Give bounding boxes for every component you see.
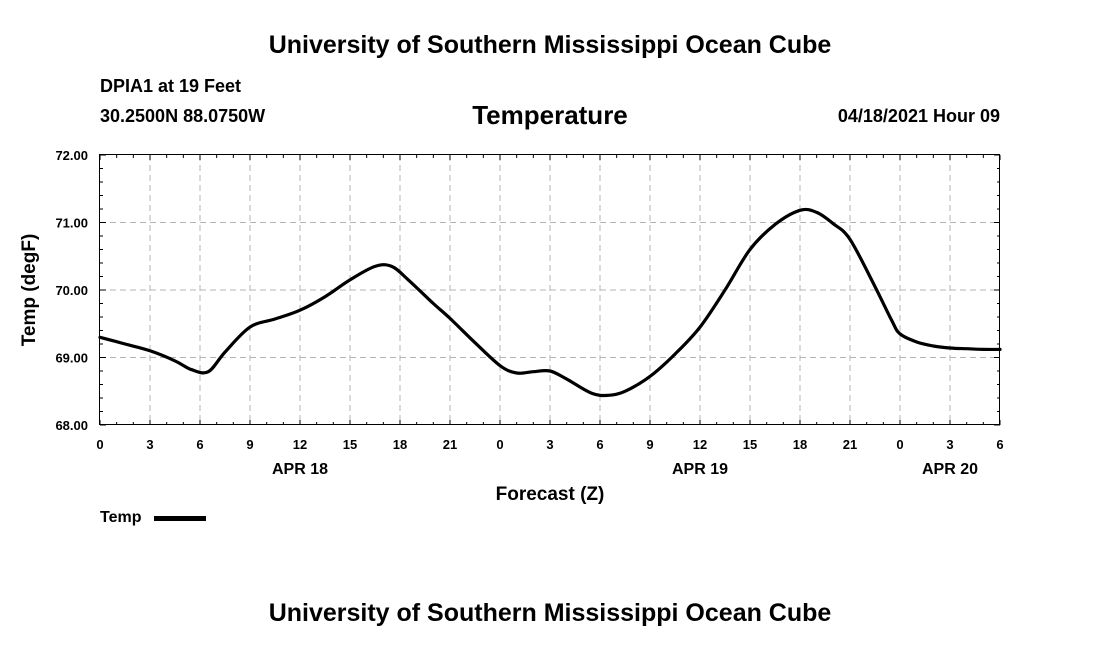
forecast-datetime: 04/18/2021 Hour 09 — [837, 106, 1000, 126]
chart-title: Temperature — [472, 100, 628, 130]
y-tick-label: 71.00 — [55, 216, 88, 231]
day-label: APR 19 — [672, 461, 728, 478]
legend: Temp — [100, 509, 206, 529]
y-tick-label: 70.00 — [55, 283, 88, 298]
x-tick-label: 3 — [946, 437, 953, 452]
x-tick-label: 21 — [843, 437, 857, 452]
x-tick-label: 6 — [196, 437, 203, 452]
legend-label: Temp — [100, 509, 142, 526]
x-tick-label: 18 — [393, 437, 407, 452]
x-tick-label: 0 — [96, 437, 103, 452]
x-tick-label: 0 — [496, 437, 503, 452]
x-tick-label: 15 — [743, 437, 757, 452]
temperature-chart: 0 3 6 9 12 15 18 21 0 3 6 9 12 15 18 21 0 3 6 68.00 69.00 70.… — [19, 148, 1004, 505]
x-tick-label: 0 — [896, 437, 903, 452]
x-tick-label: 12 — [293, 437, 307, 452]
y-tick-label: 72.00 — [55, 148, 88, 163]
x-tick-label: 12 — [693, 437, 707, 452]
x-tick-label: 15 — [343, 437, 357, 452]
x-tick-label: 9 — [246, 437, 253, 452]
x-tick-label: 6 — [996, 437, 1003, 452]
legend-swatch — [153, 515, 206, 521]
x-tick-label: 9 — [646, 437, 653, 452]
temp-series-line — [98, 207, 1002, 398]
x-tick-label: 6 — [596, 437, 603, 452]
x-tick-label: 18 — [793, 437, 807, 452]
x-tick-label: 3 — [546, 437, 553, 452]
plot-frame — [99, 154, 1000, 425]
y-axis-label: Temp (degF) — [19, 234, 40, 347]
y-tick-label: 68.00 — [55, 418, 88, 433]
station-label: DPIA1 at 19 Feet — [100, 76, 242, 96]
coordinates-label: 30.2500N 88.0750W — [100, 106, 266, 126]
x-tick-label: 3 — [146, 437, 153, 452]
y-tick-label: 69.00 — [55, 351, 88, 366]
x-axis-label: Forecast (Z) — [496, 484, 605, 505]
day-label: APR 20 — [922, 461, 978, 478]
bottom-title: University of Southern Mississippi Ocean… — [268, 599, 832, 627]
top-title: University of Southern Mississippi Ocean… — [268, 31, 832, 59]
x-tick-label: 21 — [443, 437, 457, 452]
day-label: APR 18 — [272, 461, 328, 478]
